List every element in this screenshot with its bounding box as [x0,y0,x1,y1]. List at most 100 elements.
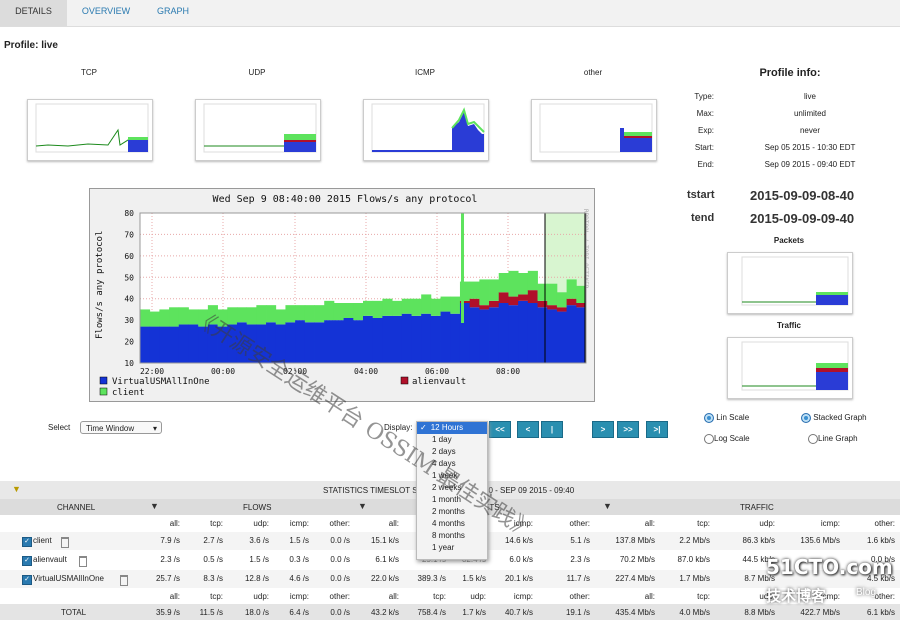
bar-virtualusm [527,303,538,363]
bar-client [246,307,257,325]
dropdown-option[interactable]: 1 week [432,471,458,480]
profile-info-title: Profile info: [759,67,821,79]
lin-scale-radio[interactable]: Lin Scale [704,413,749,423]
thumb-label-other: other [583,68,603,77]
bar-virtualusm [382,315,393,363]
nav-mid-button[interactable]: | [541,421,563,438]
bar-virtualusm [198,326,209,363]
nav-first-button[interactable]: << [489,421,511,438]
dropdown-option[interactable]: ✓ 12 Hours [417,422,487,434]
tstart-value: 2015-09-09-08-40 [750,188,855,203]
collapse-arrow-icon[interactable]: ▼ [12,484,21,494]
time-window-select[interactable]: Time Window ▾ [80,421,162,434]
dropdown-option[interactable]: 4 months [432,519,465,528]
nav-last-button[interactable]: >| [646,421,668,438]
sort-arrow-icon[interactable]: ▼ [358,501,367,511]
bar-client [518,273,529,295]
channel-checkbox[interactable]: ✓ [22,556,32,567]
tab-graph[interactable]: GRAPH [156,6,189,16]
bar-virtualusm [411,315,422,363]
select-label: Select [48,423,71,432]
bar-client [333,303,345,321]
table-cell: 0.0 b/s [870,555,895,564]
y-tick-label: 40 [124,295,134,304]
bar-virtualusm [256,324,267,363]
bar-virtualusm [479,309,490,363]
bar-virtualusm [207,324,218,363]
thumb-label-udp: UDP [248,68,266,77]
table-cell: 1.7 Mb/s [679,574,710,583]
table-cell: 2.2 Mb/s [679,536,710,545]
nav-fast-forward-button[interactable]: >> [617,421,639,438]
dropdown-option[interactable]: 1 year [432,543,455,552]
channel-checkbox[interactable]: ✓ [22,575,32,586]
trash-icon[interactable] [120,575,128,586]
thumbnail-traffic-graph[interactable] [727,337,853,399]
bar-client [140,309,151,327]
dropdown-option[interactable]: 4 days [432,459,456,468]
table-cell: 1.5 /s [249,555,269,564]
thumbnail-icmp-graph[interactable] [363,99,489,161]
bar-virtualusm [236,322,248,363]
bar-client [285,305,296,323]
table-cell: tcp: [697,519,710,528]
bar-virtualusm [498,303,509,363]
channel-name: alienvault [33,555,67,564]
bar-virtualusm [266,322,277,363]
info-value: Sep 05 2015 - 10:30 EDT [764,143,856,152]
bar-client [324,300,335,321]
bar-virtualusm [392,315,403,363]
thumbnail-udp-graph[interactable] [195,99,321,161]
thumbnail-packets-graph[interactable] [727,252,853,314]
dropdown-option[interactable]: 1 day [432,435,452,444]
dropdown-option[interactable]: 1 month [432,495,461,504]
nav-prev-button[interactable]: < [517,421,539,438]
thumbnail-tcp-graph[interactable] [27,99,153,161]
bar-virtualusm [372,318,383,363]
total-label: TOTAL [61,608,87,617]
dropdown-option[interactable]: 2 weeks [432,483,462,492]
display-dropdown[interactable]: ✓ 12 Hours 1 day 2 days 4 days 1 week 2 weeks 1… [416,421,488,560]
bar-client [421,294,432,314]
sort-arrow-icon[interactable]: ▼ [150,501,159,511]
bar-client [207,305,218,325]
bar-client [459,281,471,301]
trash-icon[interactable] [61,537,69,548]
bar-virtualusm [333,320,345,363]
spike-client [461,213,464,323]
y-tick-label: 50 [124,273,134,282]
table-cell: 4.6 /s [289,574,309,583]
table-cell: other: [874,519,895,528]
bar-client [275,309,286,325]
table-cell: other: [329,592,350,601]
sort-arrow-icon[interactable]: ▼ [603,501,612,511]
channel-checkbox[interactable]: ✓ [22,537,32,548]
radio-icon [704,434,714,444]
table-cell: 6.1 kb/s [866,608,895,617]
bar-virtualusm [363,315,374,363]
trash-icon[interactable] [79,556,87,567]
log-scale-radio[interactable]: Log Scale [704,434,750,444]
bar-client [372,300,383,318]
table-cell: 389.3 /s [417,574,446,583]
bar-virtualusm [275,324,286,363]
dropdown-option[interactable]: 2 months [432,507,465,516]
tab-details[interactable]: DETAILS [0,0,67,26]
dropdown-option[interactable]: 8 months [432,531,465,540]
dropdown-option[interactable]: 2 days [432,447,456,456]
channel-header: CHANNEL [57,503,96,512]
tab-overview[interactable]: OVERVIEW [81,6,131,16]
bar-alienvault [479,305,490,310]
total-row: TOTAL 35.9 /s 11.5 /s 18.0 /s 6.4 /s 0.0 /s 4… [0,604,900,620]
table-cell: 15.1 k/s [370,536,399,545]
thumbnail-other-graph[interactable] [531,99,657,161]
line-graph-radio[interactable]: Line Graph [808,434,858,444]
bar-client [159,309,170,327]
x-tick-label: 06:00 [425,367,449,376]
table-cell: 70.2 Mb/s [619,555,655,564]
nav-next-button[interactable]: > [592,421,614,438]
table-cell: 8.8 Mb/s [744,608,775,617]
table-cell: 0.5 /s [203,555,223,564]
stacked-graph-radio[interactable]: Stacked Graph [801,413,867,423]
table-cell: 22.0 k/s [370,574,399,583]
